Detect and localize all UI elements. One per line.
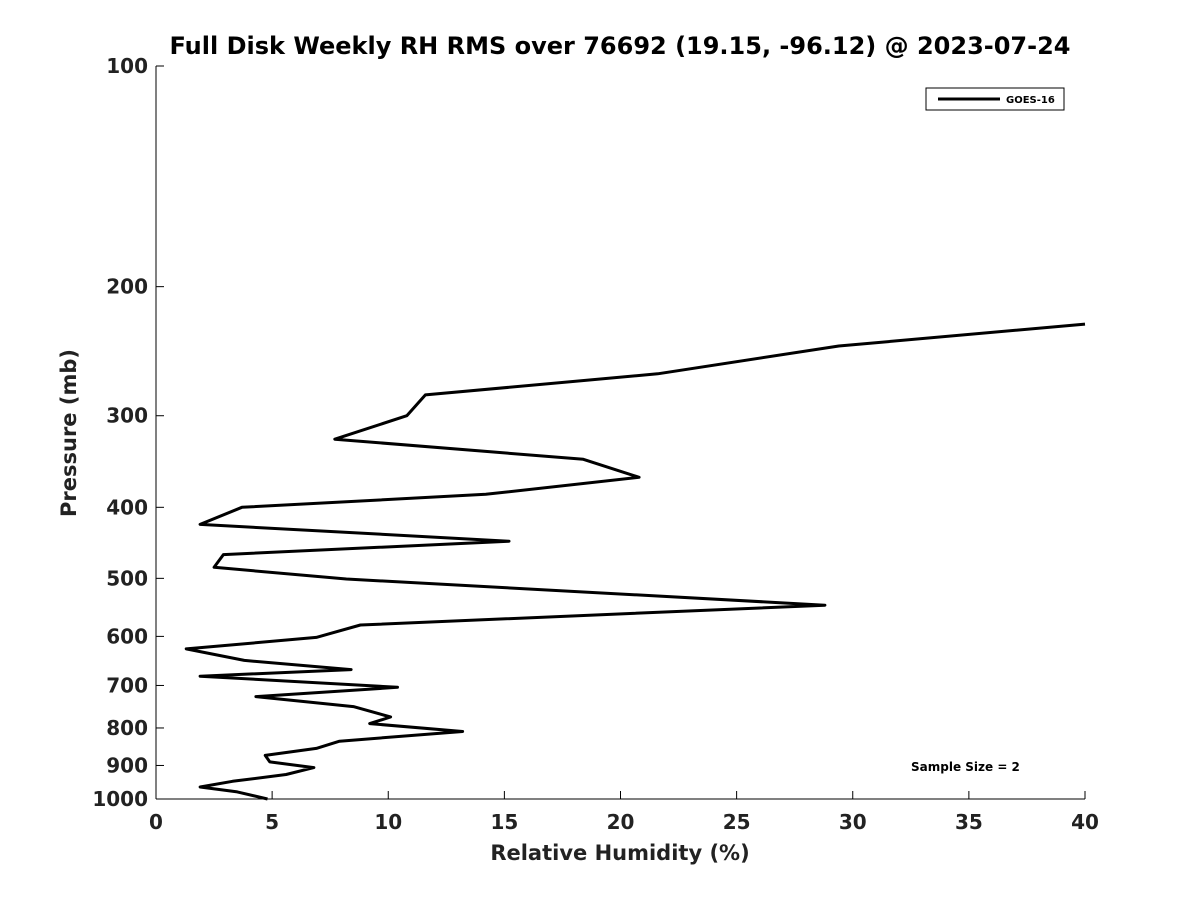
x-tick-label: 5: [265, 810, 279, 834]
x-tick-label: 25: [723, 810, 751, 834]
y-axis-label: Pressure (mb): [57, 349, 81, 517]
y-tick-label: 800: [106, 716, 148, 740]
sample-size-annotation: Sample Size = 2: [911, 760, 1020, 774]
y-tick-label: 400: [106, 495, 148, 519]
series-line-goes16: [184, 322, 1086, 801]
y-tick-label: 300: [106, 404, 148, 428]
x-tick-label: 15: [490, 810, 518, 834]
y-tick-label: 700: [106, 673, 148, 697]
y-tick-label: 100: [106, 54, 148, 78]
series-layer: [184, 322, 1086, 801]
x-tick-label: 20: [607, 810, 635, 834]
y-tick-label: 900: [106, 753, 148, 777]
y-tick-label: 600: [106, 624, 148, 648]
chart-title: Full Disk Weekly RH RMS over 76692 (19.1…: [169, 32, 1070, 60]
legend: GOES-16: [925, 87, 1065, 111]
x-tick-label: 10: [374, 810, 402, 834]
legend-entry-goes16: GOES-16: [1006, 95, 1055, 106]
y-tick-label: 1000: [92, 787, 148, 811]
x-tick-label: 35: [955, 810, 983, 834]
y-axis: 100 200 300 400 500 600 700 800 900 1000: [92, 54, 164, 811]
x-tick-label: 40: [1071, 810, 1099, 834]
x-tick-label: 30: [839, 810, 867, 834]
y-tick-label: 200: [106, 275, 148, 299]
x-axis-label: Relative Humidity (%): [490, 841, 749, 865]
plot-frame: [155, 66, 1085, 800]
x-axis: 0 5 10 15 20 25 30 35 40: [149, 791, 1099, 834]
x-tick-label: 0: [149, 810, 163, 834]
y-tick-label: 500: [106, 566, 148, 590]
